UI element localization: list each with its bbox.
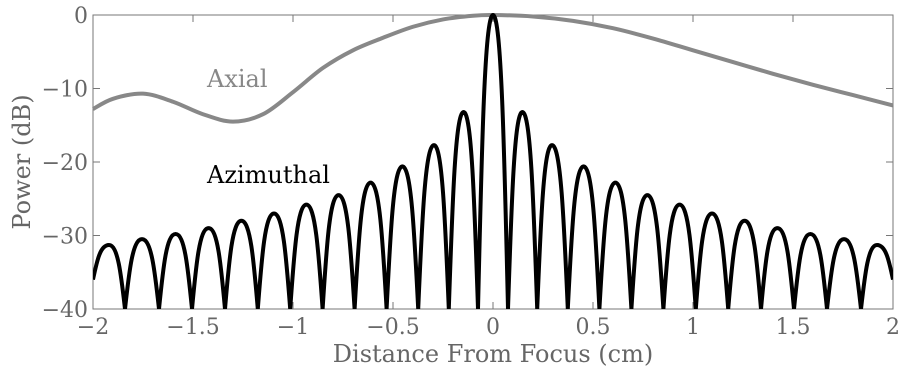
x-tick-label: 0.5 [576, 315, 611, 340]
series-azimuthal-line [93, 13, 893, 309]
series-axial-line [92, 12, 894, 124]
x-tick-label: −1 [277, 315, 309, 340]
x-tick-label: 2 [886, 315, 900, 340]
y-tick-label: 0 [74, 4, 88, 29]
tick-labels: −2 −1.5 −1 −0.5 0 0.5 1 1.5 2 0 −10 −20 −30 −40 [42, 4, 900, 340]
x-tick-label: 1 [686, 315, 700, 340]
x-axis-title: Distance From Focus (cm) [333, 340, 653, 368]
y-tick-label: −20 [42, 151, 88, 176]
y-tick-label: −30 [42, 225, 88, 250]
annotation-axial: Axial [206, 65, 268, 93]
y-tick-label: −10 [42, 78, 88, 103]
x-tick-label: −1.5 [166, 315, 219, 340]
x-tick-label: 0 [486, 315, 500, 340]
annotation-azimuthal: Azimuthal [206, 161, 330, 189]
y-axis-title: Power (dB) [8, 94, 36, 229]
x-tick-label: 1.5 [776, 315, 811, 340]
series-layer [92, 12, 894, 309]
x-tick-label: −0.5 [366, 315, 419, 340]
axis-ticks [92, 14, 894, 310]
x-tick-label: −2 [77, 315, 109, 340]
y-tick-label: −40 [42, 298, 88, 323]
